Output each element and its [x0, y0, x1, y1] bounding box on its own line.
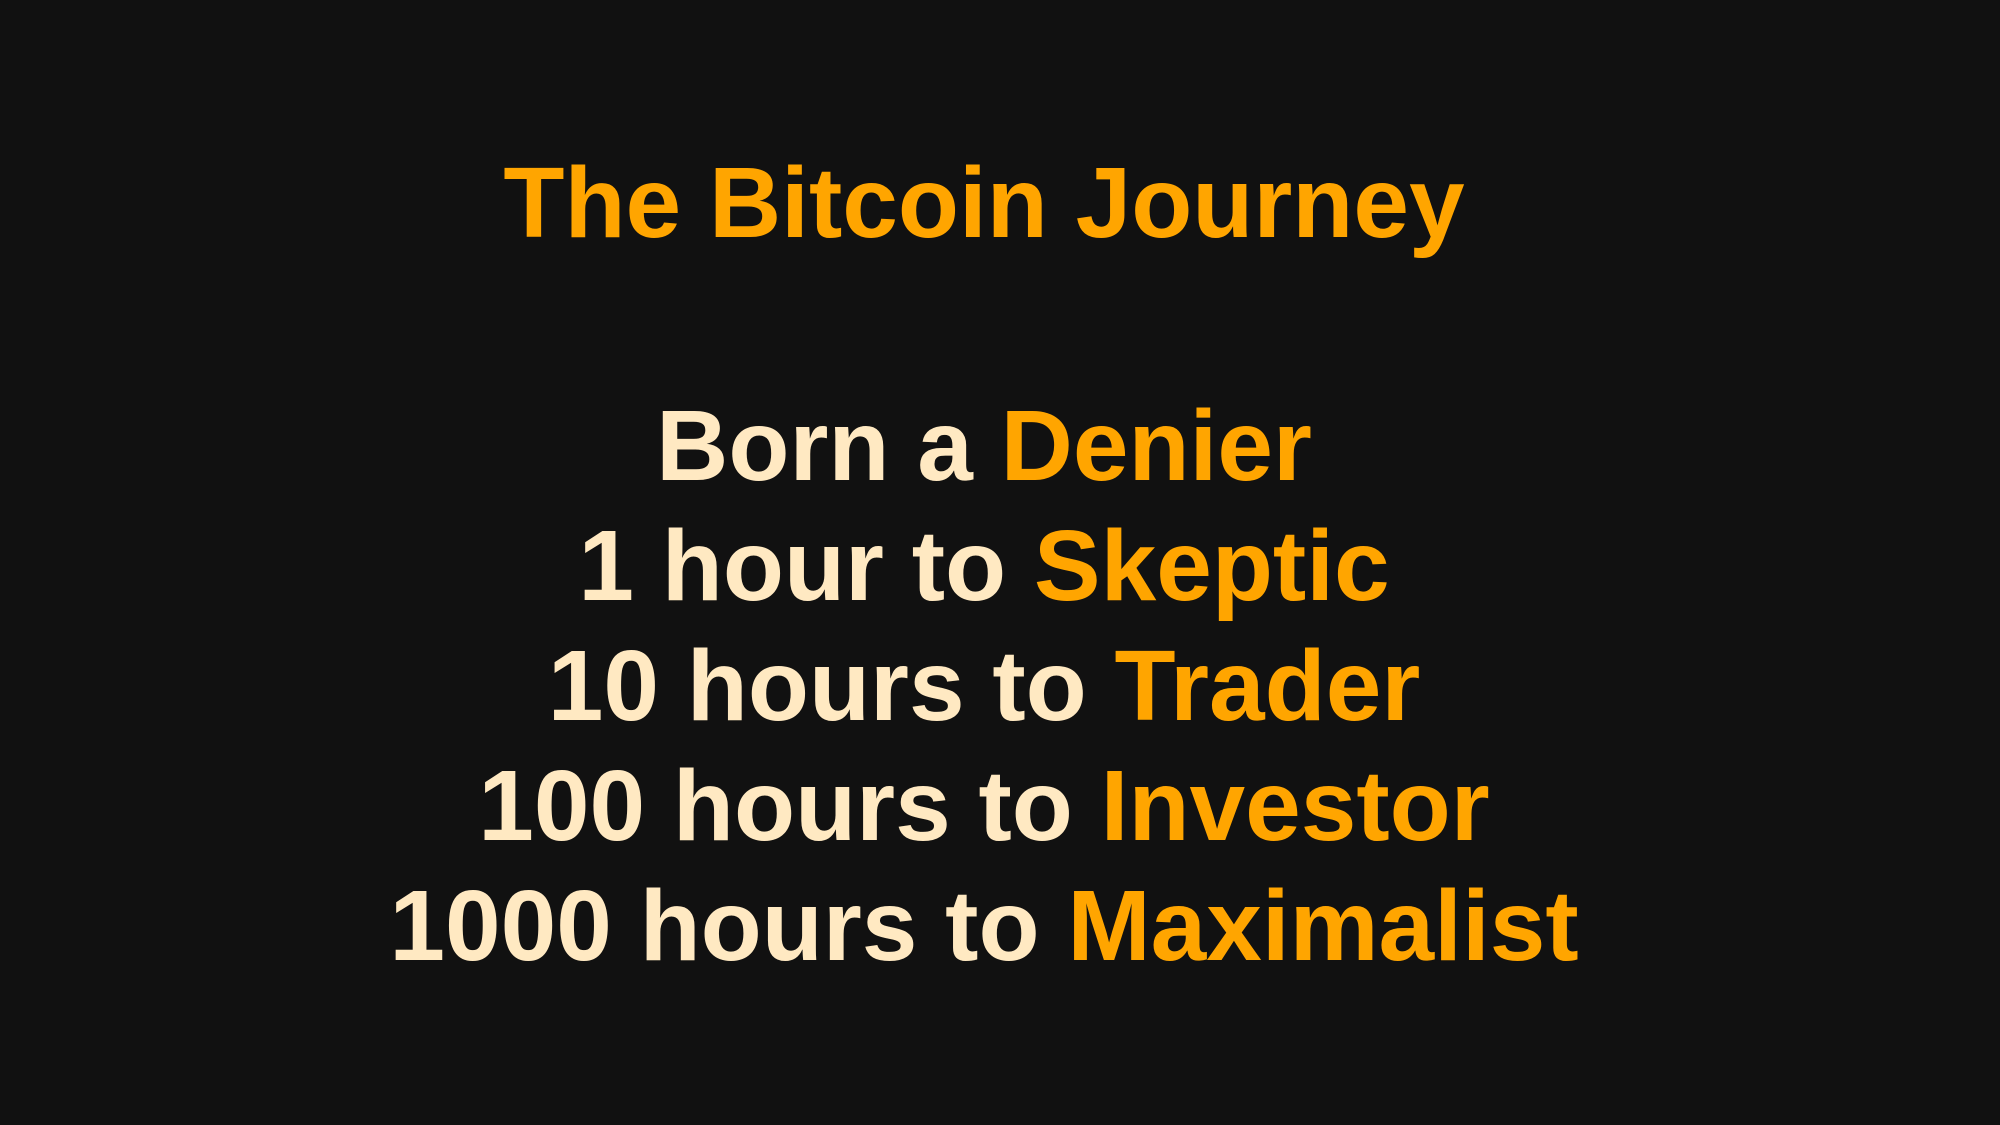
journey-stage: Investor: [1100, 750, 1490, 862]
journey-line-lead: Born a: [656, 390, 1001, 502]
journey-list: Born a Denier 1 hour to Skeptic 10 hours…: [0, 386, 1968, 986]
journey-line-lead: 1000 hours to: [389, 870, 1068, 982]
journey-line-trader: 10 hours to Trader: [0, 626, 1968, 746]
journey-stage: Maximalist: [1067, 870, 1579, 982]
journey-stage: Skeptic: [1033, 510, 1390, 622]
journey-line-lead: 100 hours to: [478, 750, 1101, 862]
journey-line-lead: 10 hours to: [547, 630, 1115, 742]
journey-stage: Denier: [1000, 390, 1312, 502]
journey-line-investor: 100 hours to Investor: [0, 746, 1968, 866]
journey-line-maximalist: 1000 hours to Maximalist: [0, 866, 1968, 986]
journey-line-lead: 1 hour to: [578, 510, 1034, 622]
journey-line-denier: Born a Denier: [0, 386, 1968, 506]
journey-stage: Trader: [1114, 630, 1421, 742]
slide-title: The Bitcoin Journey: [503, 147, 1465, 259]
journey-line-skeptic: 1 hour to Skeptic: [0, 506, 1968, 626]
